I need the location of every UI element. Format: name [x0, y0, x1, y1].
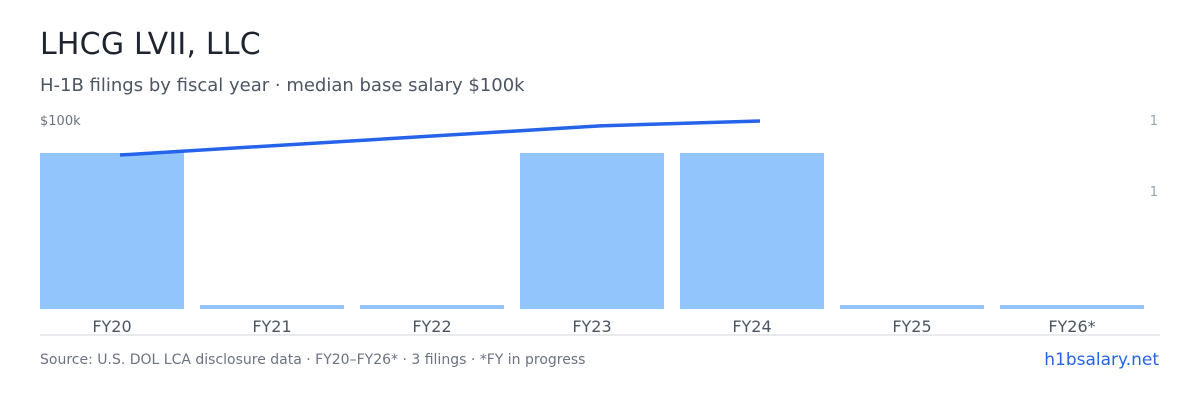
- bar-FY24: [680, 153, 824, 309]
- bar-FY25: [840, 305, 984, 309]
- bar-FY26*: [1000, 305, 1144, 309]
- bar-FY20: [40, 153, 184, 309]
- x-tick-label: FY21: [252, 317, 291, 336]
- chart-subtitle: H-1B filings by fiscal year · median bas…: [40, 75, 525, 96]
- x-tick-label: FY24: [732, 317, 771, 336]
- bar-FY21: [200, 305, 344, 309]
- bar-FY22: [360, 305, 504, 309]
- x-tick-label: FY26*: [1048, 317, 1095, 336]
- right-axis-tick-label: 1: [1150, 114, 1158, 129]
- footer-brand-link[interactable]: h1bsalary.net: [1044, 350, 1159, 370]
- x-tick-label: FY23: [572, 317, 611, 336]
- x-tick-label: FY20: [92, 317, 131, 336]
- line-layer: [119, 119, 761, 157]
- x-tick-label: FY22: [412, 317, 451, 336]
- bar-FY23: [520, 153, 664, 309]
- bars-layer: [40, 153, 1144, 309]
- left-axis-tick-label: $100k: [40, 114, 81, 129]
- footer-source: Source: U.S. DOL LCA disclosure data · F…: [40, 352, 586, 368]
- x-tick-label: FY25: [892, 317, 931, 336]
- axis-layer: FY20 FY21 FY22 FY23 FY24 FY25 FY26* $100k 1 1: [40, 114, 1160, 336]
- salary-line: [119, 119, 761, 157]
- right-axis-tick-label: 1: [1150, 185, 1158, 200]
- chart-title: LHCG LVII, LLC: [40, 27, 261, 62]
